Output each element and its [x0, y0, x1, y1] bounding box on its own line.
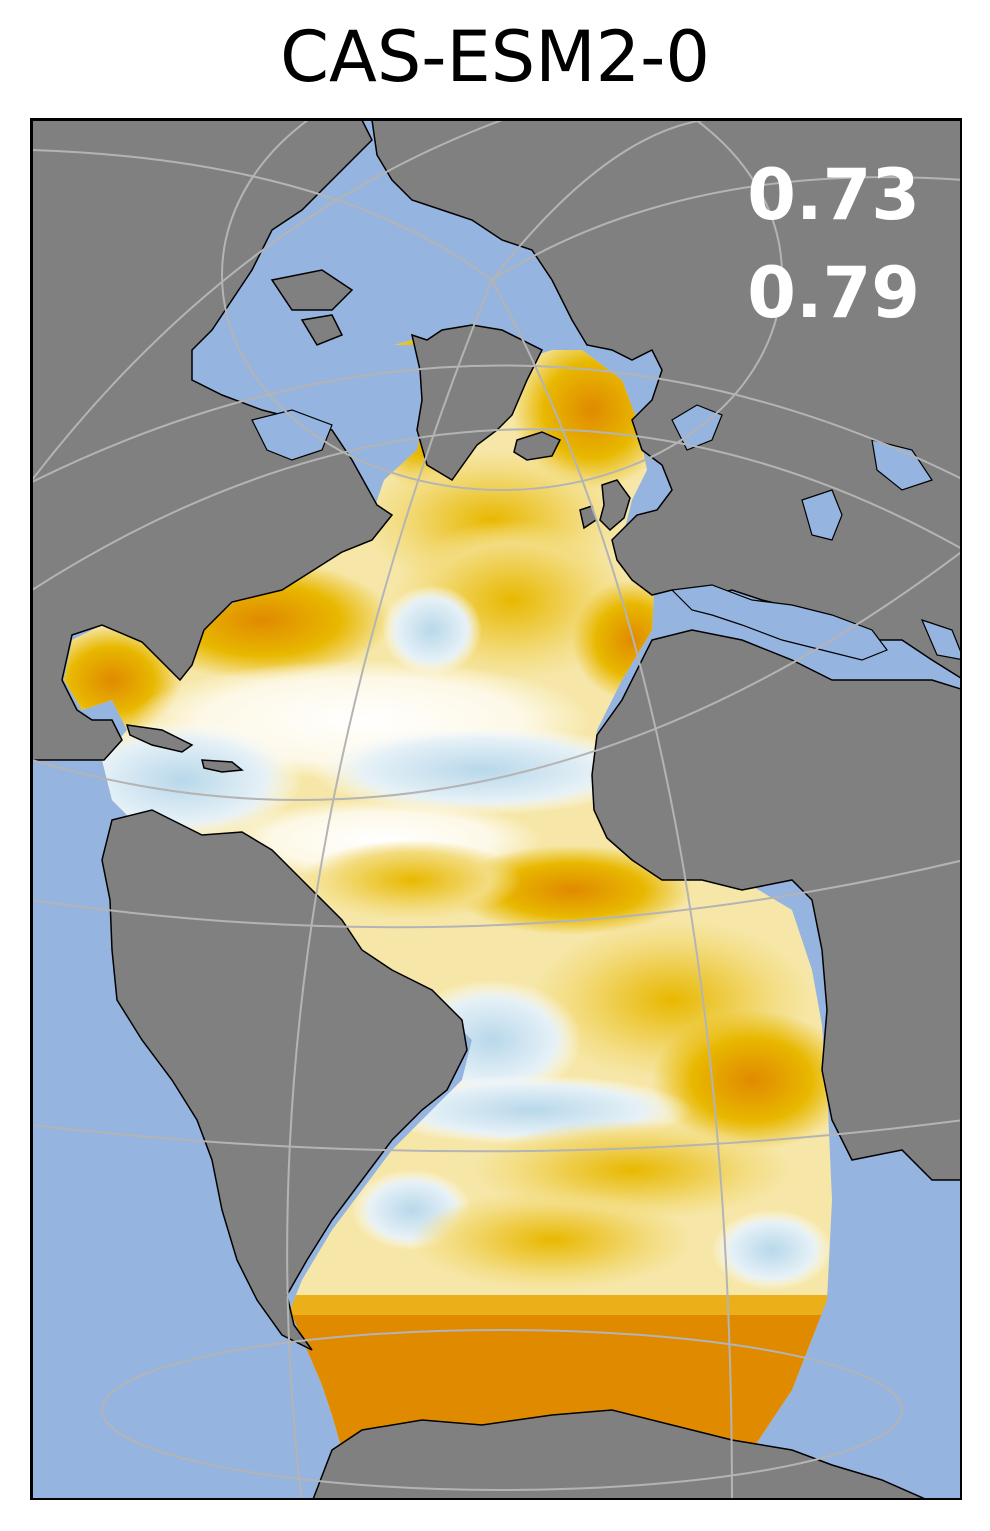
stat-value-1: 0.73	[747, 154, 920, 236]
graticule	[32, 120, 960, 1498]
map-canvas	[32, 120, 960, 1498]
inland-seas	[251, 404, 960, 661]
stat-value-2: 0.79	[747, 252, 920, 334]
map-title: CAS-ESM2-0	[280, 16, 710, 98]
map-panel	[30, 118, 962, 1500]
land-masses	[32, 120, 960, 1498]
